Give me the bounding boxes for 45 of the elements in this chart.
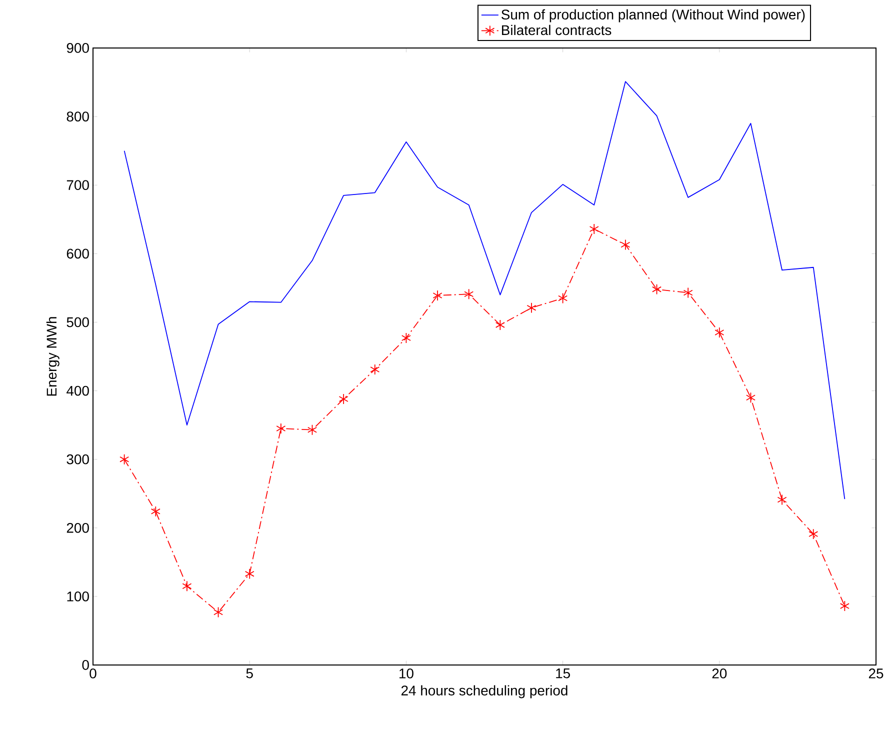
- point: [777, 494, 787, 506]
- y-tick-label: 700: [66, 180, 89, 190]
- point: [808, 528, 818, 540]
- point: [683, 287, 693, 298]
- point: [214, 606, 224, 618]
- y-tick-label: 800: [66, 112, 89, 122]
- y-tick-label: 200: [66, 522, 89, 533]
- point: [432, 290, 442, 301]
- x-tick-label: 20: [712, 668, 727, 678]
- y-tick-label: 300: [66, 454, 89, 464]
- point: [120, 454, 130, 465]
- point: [714, 327, 724, 338]
- point: [338, 394, 348, 404]
- point: [182, 580, 192, 592]
- y-axis-title: Energy MWh: [46, 317, 60, 396]
- x-tick-label: 15: [556, 668, 570, 678]
- legend-label: Bilateral contracts: [502, 24, 612, 36]
- point: [495, 320, 505, 330]
- line-series: [124, 81, 846, 500]
- x-tick-label: 0: [90, 668, 96, 678]
- y-tick-label: 900: [66, 43, 89, 53]
- y-tick-label: 600: [66, 248, 89, 259]
- point: [370, 364, 380, 375]
- point: [276, 423, 286, 434]
- point: [307, 424, 318, 436]
- x-tick-label: 25: [868, 668, 884, 678]
- point: [620, 239, 630, 250]
- point: [150, 506, 160, 517]
- y-tick-label: 400: [66, 386, 89, 396]
- point: [244, 568, 254, 580]
- point: [652, 284, 662, 295]
- y-tick-label: 500: [66, 317, 89, 328]
- point: [589, 224, 599, 234]
- legend-label: Sum of production planned (Without Wind power): [502, 9, 805, 22]
- point: [401, 332, 411, 344]
- x-tick-label: 10: [400, 668, 414, 678]
- point: [558, 292, 568, 304]
- point: [746, 392, 756, 404]
- x-tick-label: 5: [246, 668, 253, 678]
- point: [464, 288, 474, 300]
- point: [526, 302, 536, 314]
- y-tick-label: 0: [82, 660, 89, 670]
- y-tick-label: 100: [67, 591, 89, 602]
- point: [840, 600, 850, 612]
- x-axis-title: 24 hours scheduling period: [401, 685, 568, 698]
